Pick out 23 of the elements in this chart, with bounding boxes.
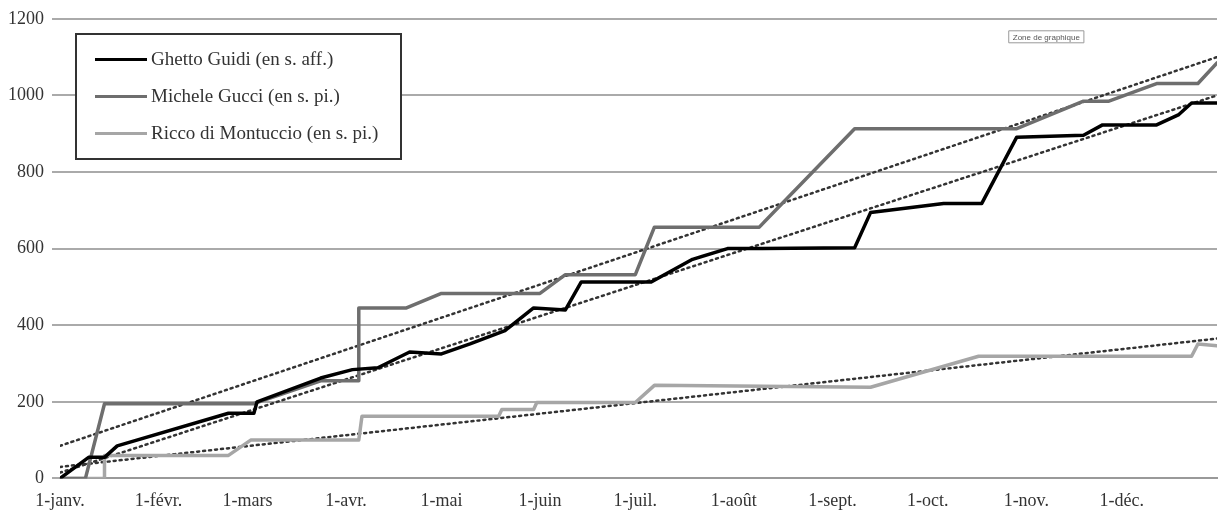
y-tick-label: 400: [17, 313, 44, 334]
x-tick-label: 1-nov.: [1003, 489, 1049, 510]
y-tick-label: 1000: [8, 84, 44, 105]
x-tick-label: 1-déc.: [1099, 489, 1144, 510]
legend-label: Michele Gucci (en s. pi.): [151, 85, 340, 108]
y-tick-label: 1200: [8, 7, 44, 28]
y-tick-label: 800: [17, 160, 44, 181]
annotation: Zone de graphique: [1012, 32, 1081, 42]
x-tick-label: 1-août: [710, 489, 757, 510]
x-tick-label: 1-févr.: [134, 489, 183, 510]
x-tick-label: 1-mars: [222, 489, 273, 510]
y-tick-label: 0: [35, 467, 44, 488]
y-tick-label: 600: [17, 237, 44, 258]
y-tick-label: 200: [17, 390, 44, 411]
legend-label: Ghetto Guidi (en s. aff.): [151, 48, 334, 71]
x-tick-label: 1-juin: [518, 489, 562, 510]
x-tick-label: 1-oct.: [907, 489, 949, 510]
x-tick-label: 1-janv.: [35, 489, 85, 510]
x-tick-label: 1-sept.: [808, 489, 857, 510]
x-tick-label: 1-mai: [420, 489, 463, 510]
x-tick-label: 1-juil.: [613, 489, 658, 510]
legend-label: Ricco di Montuccio (en s. pi.): [151, 122, 379, 145]
x-tick-label: 1-avr.: [325, 489, 367, 510]
